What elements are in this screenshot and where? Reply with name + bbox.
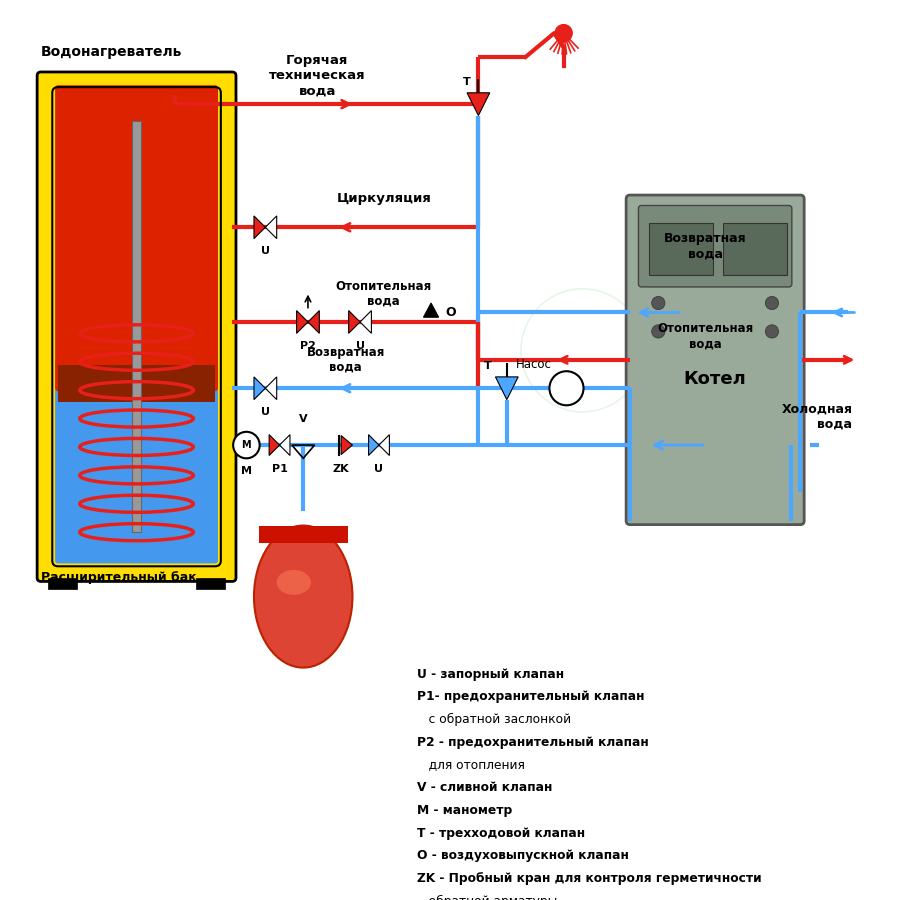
- Text: Котел: Котел: [684, 370, 746, 388]
- Bar: [58, 364, 215, 402]
- Polygon shape: [308, 310, 320, 333]
- FancyBboxPatch shape: [55, 86, 218, 392]
- Text: с обратной заслонкой: с обратной заслонкой: [417, 713, 571, 726]
- Text: O: O: [446, 306, 456, 319]
- FancyBboxPatch shape: [626, 195, 805, 525]
- Circle shape: [765, 325, 778, 338]
- Text: Насос: Насос: [517, 358, 553, 371]
- FancyBboxPatch shape: [638, 205, 792, 287]
- Text: U: U: [261, 247, 270, 256]
- Text: M: M: [241, 440, 251, 450]
- Polygon shape: [341, 436, 353, 454]
- Polygon shape: [266, 377, 276, 400]
- Text: O - воздуховыпускной клапан: O - воздуховыпускной клапан: [417, 850, 629, 862]
- FancyBboxPatch shape: [37, 72, 236, 581]
- Text: V: V: [299, 414, 308, 424]
- Text: U: U: [356, 341, 364, 351]
- Polygon shape: [369, 435, 379, 455]
- Bar: [723, 222, 788, 274]
- FancyBboxPatch shape: [55, 362, 218, 563]
- Text: Циркуляция: Циркуляция: [337, 193, 431, 205]
- Circle shape: [549, 371, 583, 405]
- Text: Расширительный бак: Расширительный бак: [40, 572, 196, 584]
- Circle shape: [765, 296, 778, 310]
- Bar: [258, 526, 347, 543]
- Circle shape: [555, 24, 572, 41]
- Text: P1: P1: [272, 464, 287, 474]
- Text: обратной арматуры: обратной арматуры: [417, 895, 557, 900]
- Text: Отопительная
вода: Отопительная вода: [658, 322, 754, 350]
- Ellipse shape: [254, 526, 353, 668]
- Polygon shape: [266, 216, 276, 239]
- Text: Отопительная
вода: Отопительная вода: [336, 280, 432, 308]
- Ellipse shape: [276, 570, 311, 595]
- Polygon shape: [297, 310, 308, 333]
- Text: U: U: [261, 407, 270, 418]
- Text: U: U: [374, 464, 383, 474]
- Polygon shape: [424, 303, 438, 317]
- Text: M - манометр: M - манометр: [417, 804, 512, 817]
- Polygon shape: [269, 435, 280, 455]
- Text: T - трехходовой клапан: T - трехходовой клапан: [417, 827, 585, 840]
- Circle shape: [652, 296, 665, 310]
- Polygon shape: [280, 435, 290, 455]
- Polygon shape: [348, 310, 360, 333]
- Circle shape: [233, 432, 260, 458]
- Text: ZK - Пробный кран для контроля герметичности: ZK - Пробный кран для контроля герметичн…: [417, 872, 761, 885]
- Polygon shape: [496, 377, 518, 400]
- Circle shape: [652, 325, 665, 338]
- Text: M: M: [241, 466, 252, 476]
- Bar: [49, 578, 76, 589]
- Text: T: T: [484, 361, 491, 371]
- Text: Горячая
техническая
вода: Горячая техническая вода: [269, 54, 365, 97]
- Text: T: T: [464, 77, 471, 87]
- Bar: [649, 222, 714, 274]
- Text: Водонагреватель: Водонагреватель: [40, 45, 183, 59]
- Polygon shape: [467, 93, 490, 115]
- Polygon shape: [379, 435, 390, 455]
- Text: Возвратная
вода: Возвратная вода: [307, 346, 385, 374]
- Text: U - запорный клапан: U - запорный клапан: [417, 668, 564, 680]
- Text: P1- предохранительный клапан: P1- предохранительный клапан: [417, 690, 644, 703]
- Text: P2: P2: [300, 341, 316, 351]
- Text: V - сливной клапан: V - сливной клапан: [417, 781, 553, 794]
- Polygon shape: [360, 310, 372, 333]
- Text: Возвратная
вода: Возвратная вода: [664, 232, 747, 260]
- Text: ZK: ZK: [333, 464, 349, 474]
- Text: Холодная
вода: Холодная вода: [781, 403, 852, 431]
- Bar: [131, 122, 141, 532]
- Polygon shape: [254, 216, 266, 239]
- Text: P2 - предохранительный клапан: P2 - предохранительный клапан: [417, 736, 649, 749]
- Bar: [196, 578, 225, 589]
- Text: для отопления: для отопления: [417, 759, 525, 771]
- Polygon shape: [254, 377, 266, 400]
